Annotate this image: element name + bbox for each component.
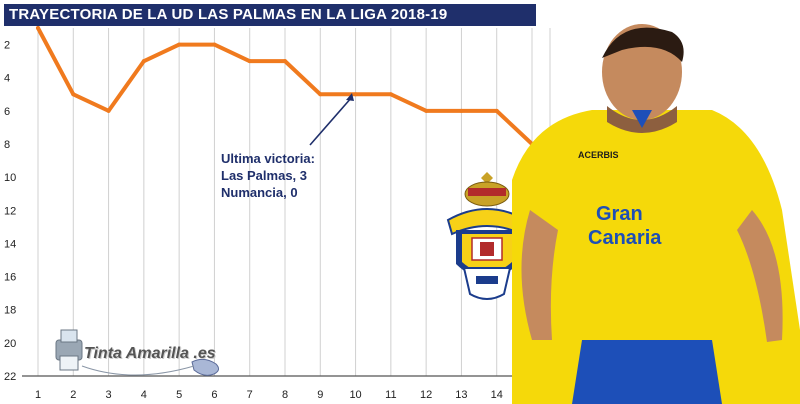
x-tick-label-14: 14 (491, 389, 503, 401)
y-tick-label-14: 14 (4, 238, 16, 250)
data-point-1 (36, 26, 40, 30)
annotation: Ultima victoria: Las Palmas, 3 Numancia,… (221, 93, 354, 200)
y-tick-label-2: 2 (4, 40, 10, 52)
y-tick-label-22: 22 (4, 371, 16, 383)
printer-icon (55, 329, 220, 376)
data-point-11 (388, 92, 393, 97)
annotation-arrow-line (309, 96, 353, 146)
data-point-8 (283, 59, 287, 64)
data-point-13 (459, 108, 464, 113)
data-point-3 (106, 108, 111, 113)
svg-text:Canaria: Canaria (588, 227, 662, 249)
x-tick-label-2: 2 (70, 389, 76, 401)
y-tick-label-10: 10 (4, 172, 16, 184)
y-tick-label-12: 12 (4, 205, 16, 217)
x-tick-label-1: 1 (35, 389, 41, 401)
watermark-text: Tinta Amarilla .es (84, 345, 216, 362)
data-point-9 (318, 92, 323, 97)
x-tick-label-11: 11 (385, 389, 396, 401)
data-point-6 (212, 42, 217, 47)
y-tick-label-6: 6 (4, 106, 10, 118)
data-point-2 (71, 92, 76, 97)
annotation-arrow-head (346, 93, 354, 101)
data-point-12 (424, 108, 429, 113)
x-tick-label-9: 9 (317, 389, 323, 401)
x-tick-label-7: 7 (247, 389, 253, 401)
annotation-line-2: Las Palmas, 3 (221, 168, 307, 183)
player-photo: Gran Canaria ACERBIS (512, 24, 800, 404)
x-tick-label-5: 5 (176, 389, 182, 401)
x-tick-label-3: 3 (106, 389, 112, 401)
svg-text:ACERBIS: ACERBIS (578, 150, 619, 160)
y-tick-label-4: 4 (4, 73, 10, 85)
x-tick-label-8: 8 (282, 389, 288, 401)
x-tick-label-4: 4 (141, 389, 147, 401)
x-tick-label-6: 6 (211, 389, 217, 401)
svg-text:Gran: Gran (596, 203, 643, 225)
y-tick-label-8: 8 (4, 139, 10, 151)
data-point-7 (247, 59, 252, 64)
x-tick-label-13: 13 (455, 389, 467, 401)
x-tick-label-10: 10 (349, 389, 361, 401)
y-tick-label-16: 16 (4, 272, 16, 284)
data-point-5 (177, 42, 182, 47)
watermark-logo: Tinta Amarilla .es (52, 326, 242, 384)
series-layer (36, 26, 534, 146)
annotation-line-3: Numancia, 0 (221, 185, 298, 200)
annotation-line-1: Ultima victoria: (221, 151, 315, 166)
y-tick-label-20: 20 (4, 338, 16, 350)
y-tick-label-18: 18 (4, 305, 16, 317)
axes: 123456789101112131415246810121416182022 (4, 40, 550, 401)
chart-title: TRAYECTORIA DE LA UD LAS PALMAS EN LA LI… (4, 4, 536, 26)
data-point-4 (141, 59, 146, 64)
data-point-14 (494, 108, 499, 113)
data-point-10 (353, 92, 358, 97)
x-tick-label-12: 12 (420, 389, 432, 401)
